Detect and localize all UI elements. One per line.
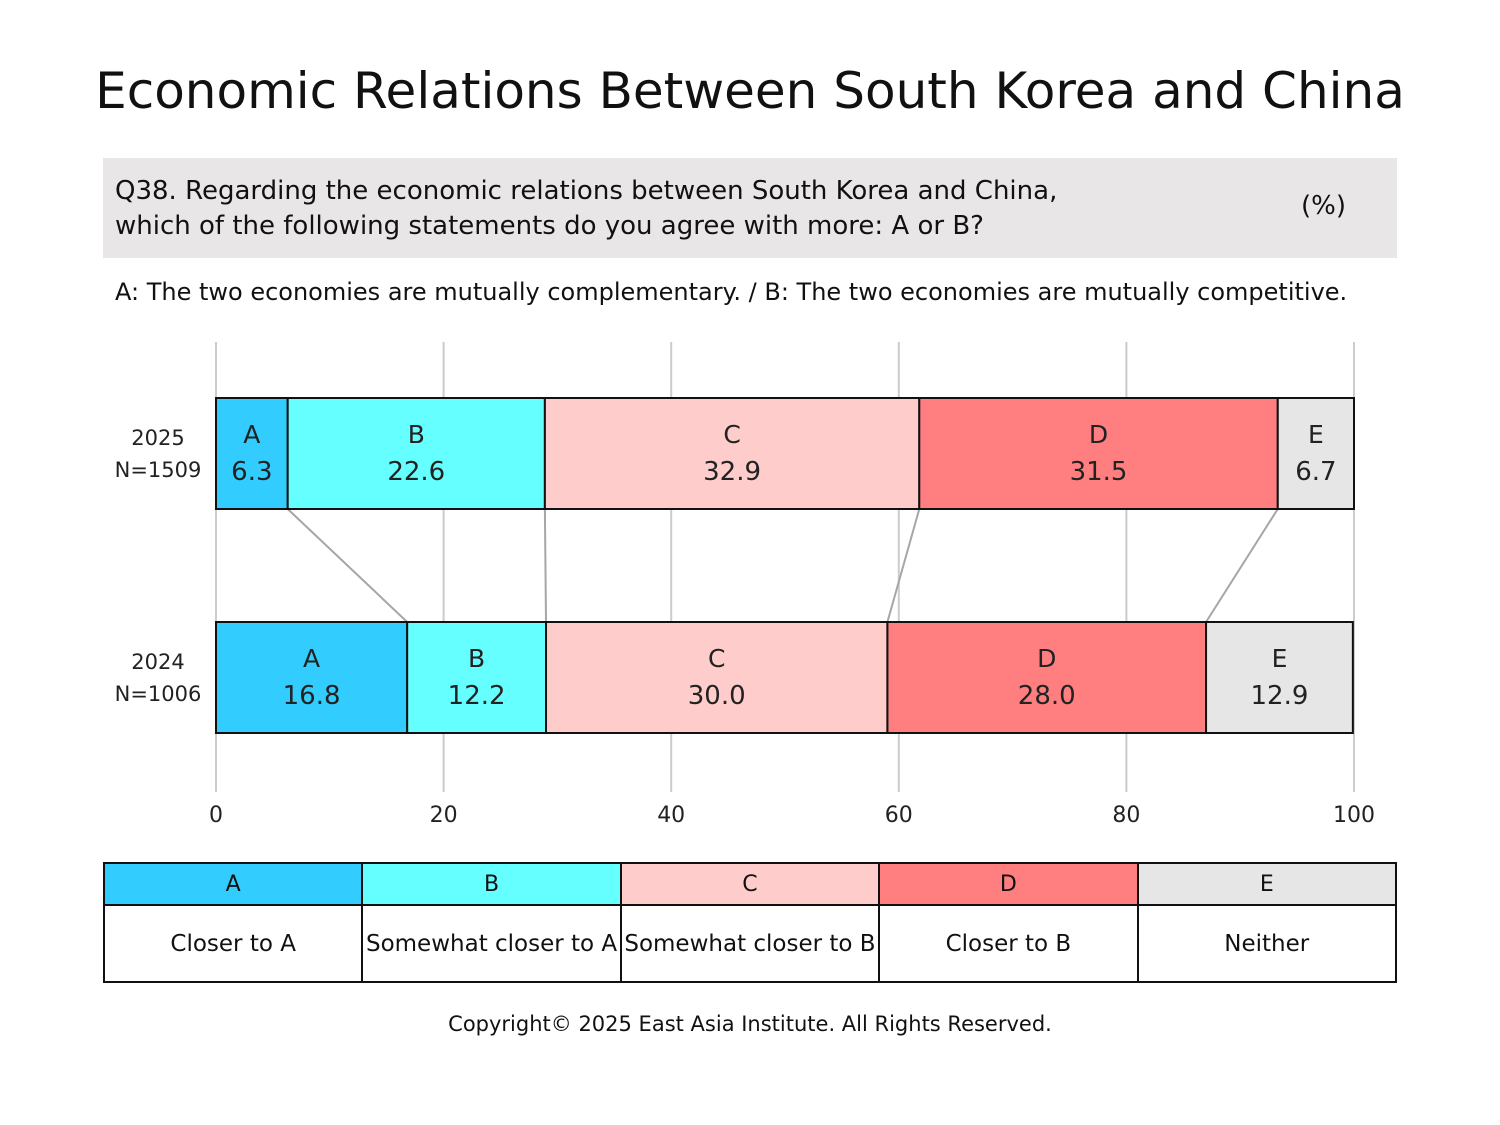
bar-segment-2024-d xyxy=(886,621,1208,734)
segment-key-2024-a: A xyxy=(303,644,320,673)
question-box: Q38. Regarding the economic relations be… xyxy=(103,158,1397,258)
connector-line-b xyxy=(543,508,548,623)
bar-segment-2025-a xyxy=(215,397,289,510)
segment-key-2024-c: C xyxy=(708,644,725,673)
data-label-2024-d: 28.0 xyxy=(1018,681,1076,711)
question-line-1: Q38. Regarding the economic relations be… xyxy=(115,176,1058,206)
segment-key-2024-b: B xyxy=(468,644,485,673)
segment-key-2025-d: D xyxy=(1089,420,1108,449)
page-title: Economic Relations Between South Korea a… xyxy=(95,62,1405,120)
legend-key-a: A xyxy=(102,862,364,906)
x-tick-label-60: 60 xyxy=(885,803,913,828)
connector-line-d xyxy=(1205,508,1279,623)
row-label-year-2025: 2025 xyxy=(131,426,184,450)
legend-table: A B C D E Closer to A Somewhat closer to… xyxy=(102,862,1398,983)
legend-label-b: Somewhat closer to A xyxy=(361,904,622,983)
legend-label-a: Closer to A xyxy=(102,904,364,983)
x-tick-label-20: 20 xyxy=(430,803,458,828)
row-label-n-2025: N=1509 xyxy=(115,458,202,482)
legend-key-c: C xyxy=(619,862,881,906)
connector-line-a xyxy=(287,508,408,623)
stacked-bar-chart: 0 20 40 60 80 100 A 6.3 B 22.6 C 32.9 D 31.5 E 6.7 2025 N… xyxy=(115,342,1375,828)
question-text: Q38. Regarding the economic relations be… xyxy=(115,174,1057,244)
x-tick-label-0: 0 xyxy=(209,803,223,828)
segment-key-2025-a: A xyxy=(243,420,260,449)
bar-segment-2025-d xyxy=(918,397,1279,510)
unit-label: (%) xyxy=(1301,191,1346,221)
data-label-2024-e: 12.9 xyxy=(1251,681,1309,711)
bar-segment-2024-c xyxy=(545,621,889,734)
data-label-2024-b: 12.2 xyxy=(448,681,506,711)
data-label-2024-a: 16.8 xyxy=(283,681,341,711)
bar-segment-2025-b xyxy=(286,397,546,510)
legend-key-d: D xyxy=(878,862,1139,906)
bar-segment-2024-a xyxy=(215,621,409,734)
data-label-2025-d: 31.5 xyxy=(1070,457,1128,487)
segment-key-2024-e: E xyxy=(1272,644,1288,673)
x-tick-label-40: 40 xyxy=(657,803,685,828)
connector-line-c xyxy=(886,508,921,623)
row-label-year-2024: 2024 xyxy=(131,650,184,674)
question-line-2: which of the following statements do you… xyxy=(115,211,984,241)
bar-segment-2024-b xyxy=(406,621,548,734)
bar-segment-2025-e xyxy=(1276,397,1356,510)
bar-segment-2025-c xyxy=(543,397,921,510)
legend-label-c: Somewhat closer to B xyxy=(619,904,881,983)
legend-label-d: Closer to B xyxy=(878,904,1139,983)
data-label-2024-c: 30.0 xyxy=(688,681,746,711)
legend-label-row: Closer to A Somewhat closer to A Somewha… xyxy=(102,904,1398,983)
legend-header-row: A B C D E xyxy=(102,862,1398,906)
data-label-2025-c: 32.9 xyxy=(703,457,761,487)
data-label-2025-a: 6.3 xyxy=(231,457,272,487)
legend-key-b: B xyxy=(361,862,622,906)
copyright-notice: Copyright© 2025 East Asia Institute. All… xyxy=(448,1012,1052,1036)
legend-label-e: Neither xyxy=(1136,904,1398,983)
x-tick-label-80: 80 xyxy=(1112,803,1140,828)
segment-key-2025-e: E xyxy=(1308,420,1324,449)
segment-key-2025-c: C xyxy=(723,420,740,449)
segment-key-2024-d: D xyxy=(1037,644,1056,673)
row-label-n-2024: N=1006 xyxy=(115,682,202,706)
legend-key-e: E xyxy=(1136,862,1398,906)
data-label-2025-b: 22.6 xyxy=(387,457,445,487)
bar-segment-2024-e xyxy=(1205,621,1354,734)
data-label-2025-e: 6.7 xyxy=(1295,457,1336,487)
x-tick-label-100: 100 xyxy=(1333,803,1375,828)
statement-definition: A: The two economies are mutually comple… xyxy=(115,278,1348,306)
segment-key-2025-b: B xyxy=(408,420,425,449)
